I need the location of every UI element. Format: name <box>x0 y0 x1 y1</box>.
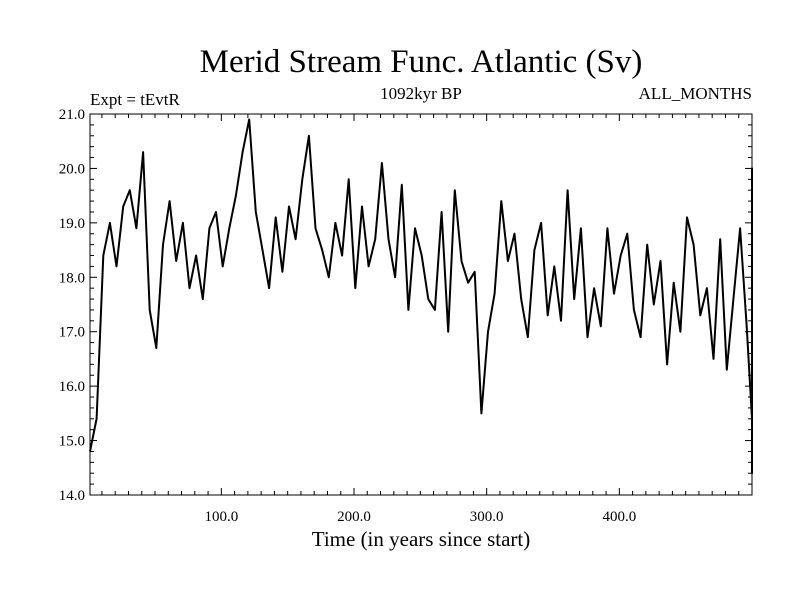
y-tick-label: 17.0 <box>59 325 85 341</box>
chart-subtitle-right: ALL_MONTHS <box>639 84 752 103</box>
y-tick-label: 15.0 <box>59 434 85 450</box>
x-tick-label: 300.0 <box>470 509 504 525</box>
chart-subtitle-center: 1092kyr BP <box>380 84 462 103</box>
y-tick-label: 14.0 <box>59 488 85 504</box>
y-tick-label: 20.0 <box>59 161 85 177</box>
chart-title: Merid Stream Func. Atlantic (Sv) <box>200 44 643 80</box>
x-tick-label: 400.0 <box>602 509 636 525</box>
y-tick-label: 18.0 <box>59 270 85 286</box>
y-tick-label: 21.0 <box>59 107 85 123</box>
y-tick-label: 16.0 <box>59 379 85 395</box>
series-line <box>89 118 753 475</box>
chart-subtitle-left: Expt = tEvtR <box>90 90 181 109</box>
y-axis: 14.0 15.0 16.0 17.0 18.0 19.0 20.0 21.0 <box>59 107 752 504</box>
plot-frame <box>89 113 753 496</box>
x-axis: 100.0 200.0 300.0 400.0 <box>101 114 740 525</box>
y-tick-label: 19.0 <box>59 216 85 232</box>
x-axis-label: Time (in years since start) <box>312 527 531 551</box>
series-layer <box>89 118 753 475</box>
x-tick-label: 200.0 <box>337 509 371 525</box>
x-tick-label: 100.0 <box>204 509 238 525</box>
